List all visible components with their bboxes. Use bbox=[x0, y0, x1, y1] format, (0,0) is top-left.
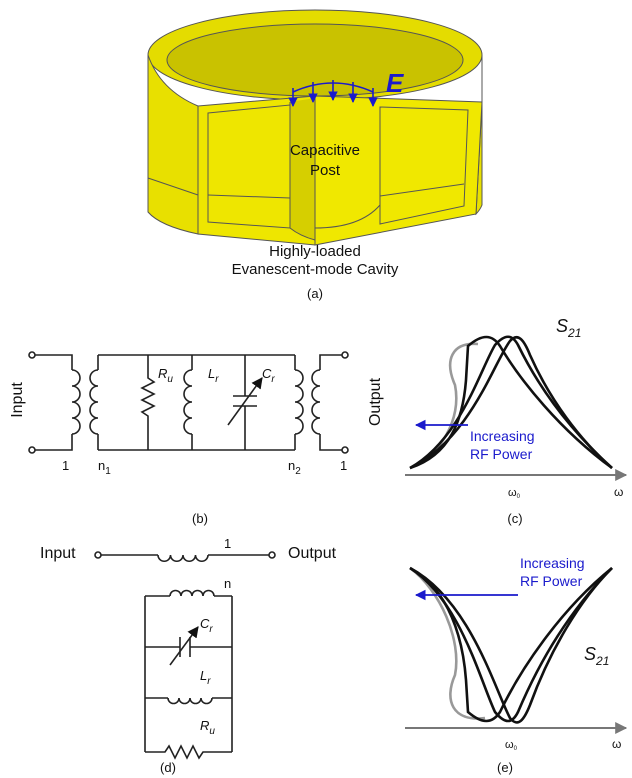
inductor-coil bbox=[90, 370, 98, 434]
caption: (e) bbox=[497, 760, 513, 775]
input-label: Input bbox=[40, 545, 76, 562]
figure: E Capacitive Post Highly-loaded Evanesce… bbox=[0, 0, 632, 778]
omega-label: ω bbox=[612, 737, 621, 751]
power-note: Increasing bbox=[470, 428, 535, 444]
caption: (c) bbox=[507, 511, 522, 526]
turns-label: n2 bbox=[288, 458, 301, 477]
circuit-d bbox=[95, 552, 275, 758]
s21-label: S21 bbox=[556, 316, 581, 340]
capacitor-label: Cr bbox=[200, 616, 213, 635]
output-label: Output bbox=[288, 545, 337, 562]
resistor-label: Ru bbox=[158, 366, 173, 385]
turns-label: n bbox=[224, 576, 231, 591]
omega-label: ω bbox=[614, 485, 623, 499]
power-note: RF Power bbox=[520, 573, 583, 589]
inductor-coil bbox=[184, 370, 192, 434]
omega0-label: ω0 bbox=[505, 739, 518, 752]
omega0-label: ω0 bbox=[508, 487, 521, 500]
field-label: E bbox=[386, 68, 404, 98]
inductor-coil bbox=[295, 370, 303, 434]
response-curves bbox=[410, 568, 612, 722]
inductor-coil bbox=[168, 698, 212, 704]
turns-label: 1 bbox=[62, 458, 69, 473]
capacitor-label: Cr bbox=[262, 366, 275, 385]
inductor-coil bbox=[312, 370, 320, 434]
turns-label: 1 bbox=[340, 458, 347, 473]
inductor-coil bbox=[170, 591, 214, 597]
post-label: Capacitive bbox=[290, 142, 360, 159]
resistor-label: Ru bbox=[200, 718, 215, 737]
post-label: Post bbox=[310, 162, 341, 179]
inductor-coil bbox=[158, 555, 208, 561]
cavity bbox=[148, 10, 482, 245]
inductor-label: Lr bbox=[200, 668, 211, 687]
inductor-label: Lr bbox=[208, 366, 219, 385]
caption: (a) bbox=[307, 286, 323, 301]
input-label: Input bbox=[9, 382, 26, 418]
cavity-label: Highly-loaded bbox=[269, 243, 361, 260]
cavity-label: Evanescent-mode Cavity bbox=[232, 261, 399, 278]
output-label: Output bbox=[367, 377, 384, 426]
s21-label: S21 bbox=[584, 644, 609, 668]
inductor-coil bbox=[72, 370, 80, 434]
turns-label: n1 bbox=[98, 458, 111, 477]
power-note: RF Power bbox=[470, 446, 533, 462]
power-note: Increasing bbox=[520, 555, 585, 571]
caption: (b) bbox=[192, 511, 208, 526]
turns-label: 1 bbox=[224, 536, 231, 551]
caption: (d) bbox=[160, 760, 176, 775]
